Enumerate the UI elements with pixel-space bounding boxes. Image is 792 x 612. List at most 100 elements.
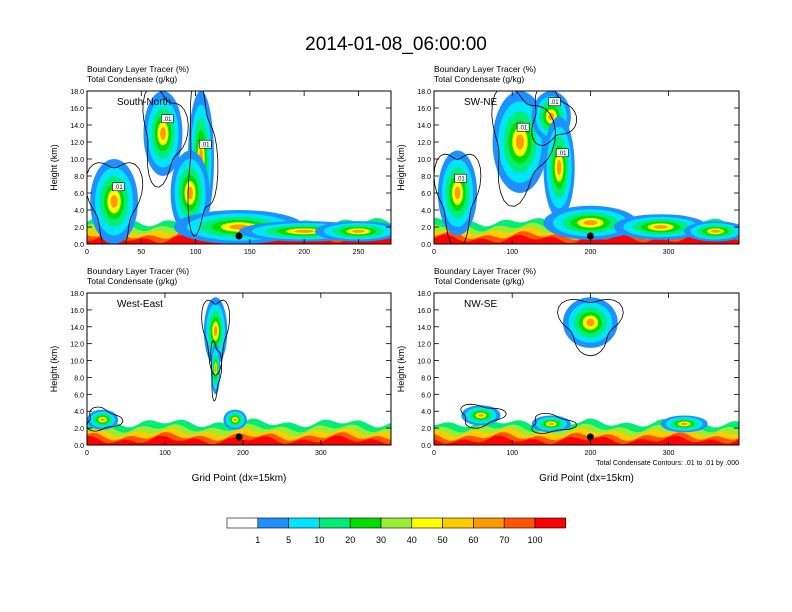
panel-west-east: 0.0 2.0 4.0 6.0 8.0 10.0 12.0 14.0 16.0 18.0 0 100 2…	[49, 266, 392, 484]
y-tick-label: 16.0	[417, 106, 431, 113]
colorbar-cell	[442, 517, 474, 529]
y-tick-label: 4.0	[421, 409, 431, 416]
condensate-contour	[142, 91, 189, 188]
tracer-plume	[160, 127, 166, 140]
condensate-contour	[531, 413, 578, 434]
condensate-contours	[87, 299, 231, 432]
y-tick-label: 16.0	[417, 308, 431, 315]
colorbar: 1 5 10 20 30 40 50 60 70 100	[226, 517, 567, 545]
x-tick-label: 200	[585, 249, 597, 256]
y-tick-label: 2.0	[74, 225, 84, 232]
variable-label: Total Condensate (g/kg)	[434, 74, 524, 84]
y-tick-label: 4.0	[74, 409, 84, 416]
surface-band	[87, 234, 391, 244]
station-marker	[235, 433, 243, 441]
y-tick-label: 10.0	[70, 359, 84, 366]
colorbar-label: 70	[499, 535, 509, 545]
variable-label: Boundary Layer Tracer (%)	[434, 266, 536, 276]
plot-frame	[433, 90, 740, 245]
y-tick-label: 10.0	[70, 157, 84, 164]
x-tick-label: 50	[137, 249, 145, 256]
y-tick-label: 14.0	[417, 123, 431, 130]
x-tick-label: 0	[85, 450, 89, 457]
panel-sw-ne: .01 .01 .01 .01 0.0 2.0 4.0 6.0 8.0 10.0 12.0 14.0 1…	[396, 64, 740, 256]
y-tick-label: 10.0	[417, 359, 431, 366]
tracer-field	[434, 297, 739, 445]
y-tick-label: 4.0	[421, 208, 431, 215]
x-tick-label: 200	[585, 450, 597, 457]
x-tick-label: 100	[190, 249, 202, 256]
variable-label: Boundary Layer Tracer (%)	[434, 64, 536, 74]
colorbar-label: 30	[376, 535, 386, 545]
contour-label-box	[548, 97, 561, 107]
tracer-plume	[710, 229, 721, 233]
x-tick-label: 250	[353, 249, 365, 256]
contour-label-box	[516, 122, 530, 132]
tracer-field: .01 .01 .01	[87, 91, 391, 244]
surface-band	[434, 435, 739, 445]
contour-label: .01	[558, 151, 567, 157]
x-tick-label: 300	[315, 450, 327, 457]
colorbar-cell	[503, 517, 536, 529]
y-tick-label: 0.0	[421, 242, 431, 249]
y-tick-label: 6.0	[421, 191, 431, 198]
x-tick-label: 150	[244, 249, 256, 256]
contour-label: .01	[201, 142, 210, 148]
condensate-contour	[491, 91, 556, 207]
contour-label: .01	[163, 117, 172, 123]
colorbar-label: 50	[438, 535, 448, 545]
y-axis-label: Height (km)	[396, 346, 406, 393]
panel-name: South-North	[117, 97, 171, 108]
y-tick-label: 6.0	[74, 392, 84, 399]
tracer-field: .01 .01 .01 .01	[434, 91, 739, 244]
tracer-plume	[454, 186, 461, 200]
y-axis-label: Height (km)	[49, 346, 59, 393]
x-tick-label: 300	[663, 249, 675, 256]
variable-label: Boundary Layer Tracer (%)	[87, 266, 189, 276]
y-tick-label: 8.0	[74, 174, 84, 181]
colorbar-label: 60	[468, 535, 478, 545]
y-tick-label: 6.0	[421, 392, 431, 399]
y-tick-label: 12.0	[417, 140, 431, 147]
x-tick-label: 100	[506, 450, 518, 457]
tracer-plume	[478, 413, 484, 417]
colorbar-cell	[257, 517, 289, 529]
station-marker	[586, 232, 594, 240]
chart-title: 2014-01-08_06:00:00	[305, 34, 487, 55]
condensate-contour	[187, 91, 219, 237]
colorbar-cell	[411, 517, 443, 529]
y-tick-label: 8.0	[74, 375, 84, 382]
colorbar-label: 40	[407, 535, 417, 545]
y-tick-label: 2.0	[421, 225, 431, 232]
tracer-plume	[548, 422, 555, 426]
station-marker	[235, 232, 243, 240]
contour-label-box	[161, 114, 174, 124]
x-tick-label: 100	[506, 249, 518, 256]
y-tick-label: 12.0	[417, 342, 431, 349]
colorbar-label: 1	[255, 535, 260, 545]
tracer-plume	[515, 134, 525, 150]
x-tick-label: 0	[85, 249, 89, 256]
contour-label: .01	[550, 100, 559, 106]
x-tick-label: 100	[159, 450, 171, 457]
condensate-contour	[87, 162, 144, 244]
condensate-contour	[557, 298, 624, 357]
contour-label: .01	[519, 125, 528, 131]
variable-label: Total Condensate (g/kg)	[87, 276, 177, 286]
y-tick-label: 12.0	[70, 342, 84, 349]
y-tick-label: 2.0	[421, 426, 431, 433]
x-tick-label: 0	[432, 249, 436, 256]
y-tick-label: 10.0	[417, 157, 431, 164]
y-tick-label: 18.0	[417, 89, 431, 96]
y-axis-label: Height (km)	[49, 144, 59, 191]
station-marker	[586, 433, 594, 441]
contour-label: .01	[456, 176, 465, 182]
y-tick-label: 12.0	[70, 140, 84, 147]
plot-frame	[86, 292, 392, 446]
colorbar-cell	[226, 517, 259, 529]
tracer-plume	[214, 365, 217, 373]
condensate-contours	[87, 91, 219, 244]
condensate-contour	[87, 406, 124, 432]
tracer-plume	[583, 220, 598, 226]
